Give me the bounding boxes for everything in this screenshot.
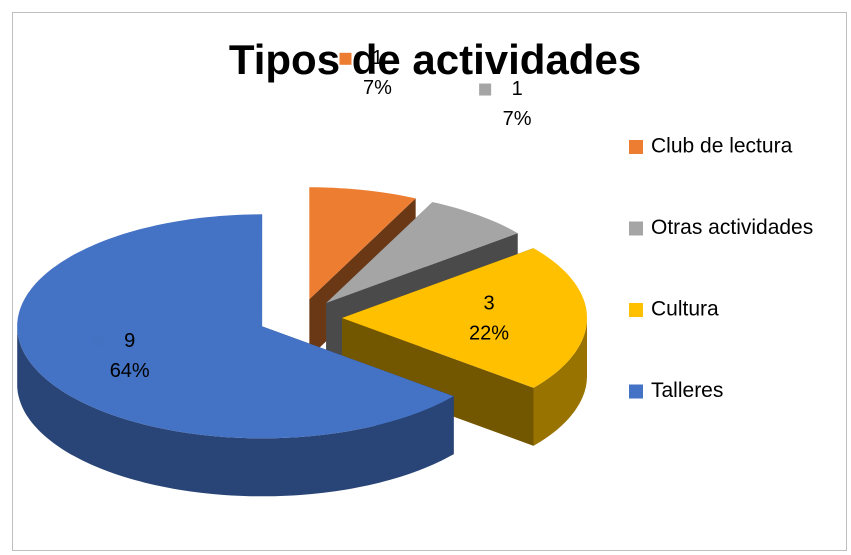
data-label: 1	[372, 47, 383, 69]
slice	[309, 187, 416, 300]
slice-side	[533, 318, 587, 446]
label-key	[91, 335, 104, 348]
percent-label: 7%	[363, 77, 392, 99]
legend-label: Talleres	[651, 379, 723, 402]
legend-swatch	[629, 221, 643, 236]
legend-label: Club de lectura	[651, 135, 793, 158]
slice-side	[17, 326, 454, 497]
slice	[326, 202, 518, 303]
data-label: 1	[512, 78, 523, 100]
legend-swatch	[629, 384, 643, 399]
label-key	[479, 83, 492, 96]
percent-label: 7%	[503, 108, 532, 130]
data-label: 3	[483, 292, 494, 314]
percent-label: 22%	[469, 322, 509, 344]
percent-label: 64%	[110, 360, 150, 382]
chart-title: Tipos de actividades	[229, 36, 641, 83]
legend-swatch	[629, 140, 643, 154]
slice-cut-face	[342, 318, 534, 446]
legend-swatch	[629, 303, 643, 317]
label-key	[451, 298, 463, 310]
label-key	[339, 52, 352, 65]
slice	[342, 248, 587, 388]
legend-label: Cultura	[651, 298, 719, 321]
slice	[17, 214, 454, 439]
legend-label: Otras actividades	[651, 216, 813, 239]
data-label: 9	[124, 330, 135, 352]
